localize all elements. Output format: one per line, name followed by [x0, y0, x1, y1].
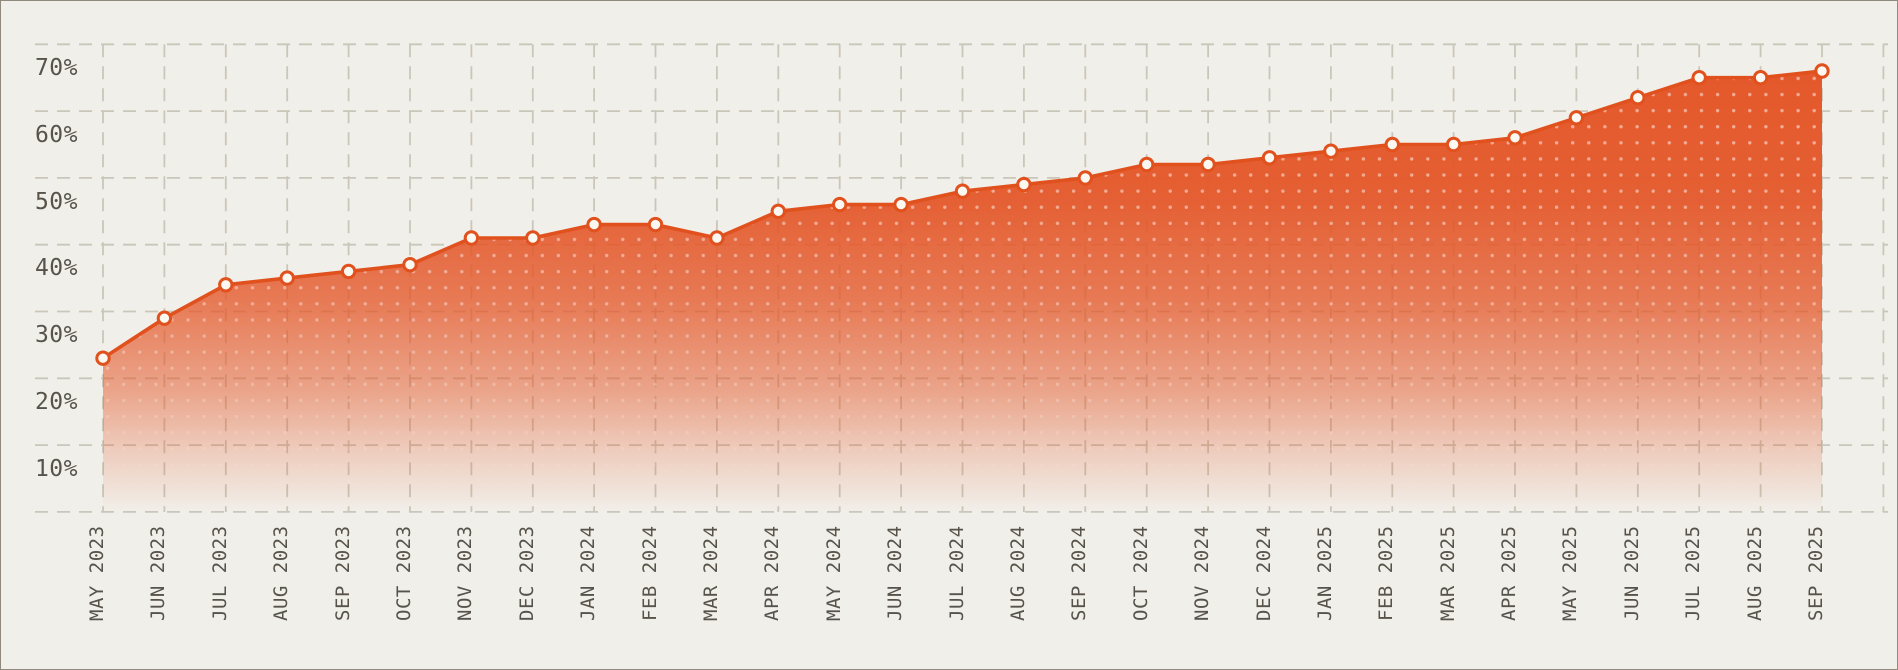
x-axis-tick-label: MAR 2024	[699, 525, 722, 621]
y-axis-tick-label: 30%	[34, 322, 78, 349]
x-axis-tick-label: JUL 2023	[208, 525, 231, 621]
data-point-marker[interactable]	[832, 196, 848, 213]
x-axis-tick-label: SEP 2023	[331, 525, 354, 621]
data-point-marker[interactable]	[1261, 150, 1278, 166]
data-point-marker[interactable]	[1200, 156, 1216, 173]
data-point-marker[interactable]	[1630, 90, 1646, 106]
data-point-marker[interactable]	[95, 350, 111, 366]
data-point-marker[interactable]	[770, 203, 786, 220]
y-axis-tick-label: 40%	[34, 255, 78, 282]
y-axis-tick-label: 60%	[34, 121, 78, 148]
data-point-marker[interactable]	[402, 257, 418, 273]
x-axis-tick-label: JUL 2024	[945, 525, 968, 621]
y-axis-tick-label: 50%	[34, 188, 78, 215]
data-point-marker[interactable]	[954, 183, 971, 199]
data-point-marker[interactable]	[156, 310, 173, 326]
x-axis-tick-label: DEC 2023	[515, 525, 538, 621]
x-axis-tick-label: AUG 2025	[1743, 525, 1766, 621]
x-axis-tick-label: NOV 2023	[454, 525, 477, 621]
x-axis-tick-label: JUN 2023	[147, 525, 170, 621]
data-point-marker[interactable]	[463, 230, 480, 246]
y-axis-tick-label: 20%	[34, 389, 78, 415]
x-axis-tick-label: FEB 2025	[1375, 525, 1398, 621]
x-axis-tick-label: NOV 2024	[1191, 525, 1214, 621]
data-point-marker[interactable]	[279, 270, 295, 286]
y-axis-tick-label: 70%	[34, 55, 78, 81]
data-point-marker[interactable]	[1384, 136, 1401, 153]
x-axis-tick-label: APR 2024	[761, 525, 784, 621]
x-axis-tick-label: AUG 2023	[270, 525, 293, 621]
data-point-marker[interactable]	[709, 230, 725, 246]
data-point-marker[interactable]	[1752, 70, 1769, 86]
x-axis-tick-label: DEC 2024	[1252, 525, 1275, 621]
data-point-marker[interactable]	[1323, 143, 1339, 159]
data-point-marker[interactable]	[1568, 110, 1585, 126]
x-axis-tick-label: SEP 2025	[1805, 525, 1827, 621]
data-point-marker[interactable]	[1691, 70, 1707, 86]
data-point-marker[interactable]	[1077, 170, 1094, 186]
x-axis-tick-label: MAR 2025	[1436, 525, 1459, 621]
x-axis-tick-label: FEB 2024	[638, 525, 661, 621]
area-dot-pattern	[103, 71, 1822, 512]
x-axis-tick-label: JAN 2025	[1313, 525, 1336, 621]
x-axis-tick-label: MAY 2025	[1559, 525, 1582, 621]
x-axis-tick-label: OCT 2024	[1129, 525, 1152, 621]
data-point-marker[interactable]	[1507, 130, 1523, 146]
data-point-marker[interactable]	[1445, 136, 1462, 153]
data-point-markers	[95, 63, 1830, 366]
data-point-marker[interactable]	[586, 216, 602, 233]
x-axis-tick-label: AUG 2024	[1006, 525, 1029, 621]
x-axis-tick-label: OCT 2023	[393, 525, 415, 621]
x-axis-tick-label: APR 2025	[1498, 525, 1520, 621]
data-point-marker[interactable]	[340, 263, 357, 280]
x-axis-tick-label: SEP 2024	[1068, 525, 1091, 621]
data-point-marker[interactable]	[525, 230, 541, 246]
data-point-marker[interactable]	[893, 196, 909, 213]
data-point-marker[interactable]	[1016, 176, 1032, 193]
x-axis-tick-label: JUL 2025	[1682, 525, 1705, 621]
x-axis-tick-label: MAY 2023	[86, 525, 108, 621]
data-point-marker[interactable]	[647, 216, 664, 233]
x-axis-tick-label: JUN 2025	[1620, 525, 1643, 621]
x-axis-tick-label: JUN 2024	[884, 525, 907, 621]
data-point-marker[interactable]	[218, 277, 234, 293]
data-point-marker[interactable]	[1139, 156, 1155, 173]
x-axis-tick-label: MAY 2024	[822, 525, 845, 621]
data-point-marker[interactable]	[1814, 63, 1830, 79]
x-axis-tick-label: JAN 2024	[577, 525, 600, 621]
y-axis-tick-label: 10%	[34, 455, 78, 482]
